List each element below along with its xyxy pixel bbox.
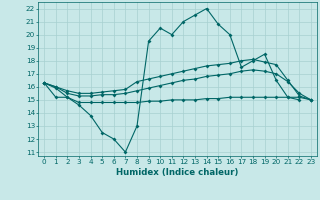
X-axis label: Humidex (Indice chaleur): Humidex (Indice chaleur) [116,168,239,177]
